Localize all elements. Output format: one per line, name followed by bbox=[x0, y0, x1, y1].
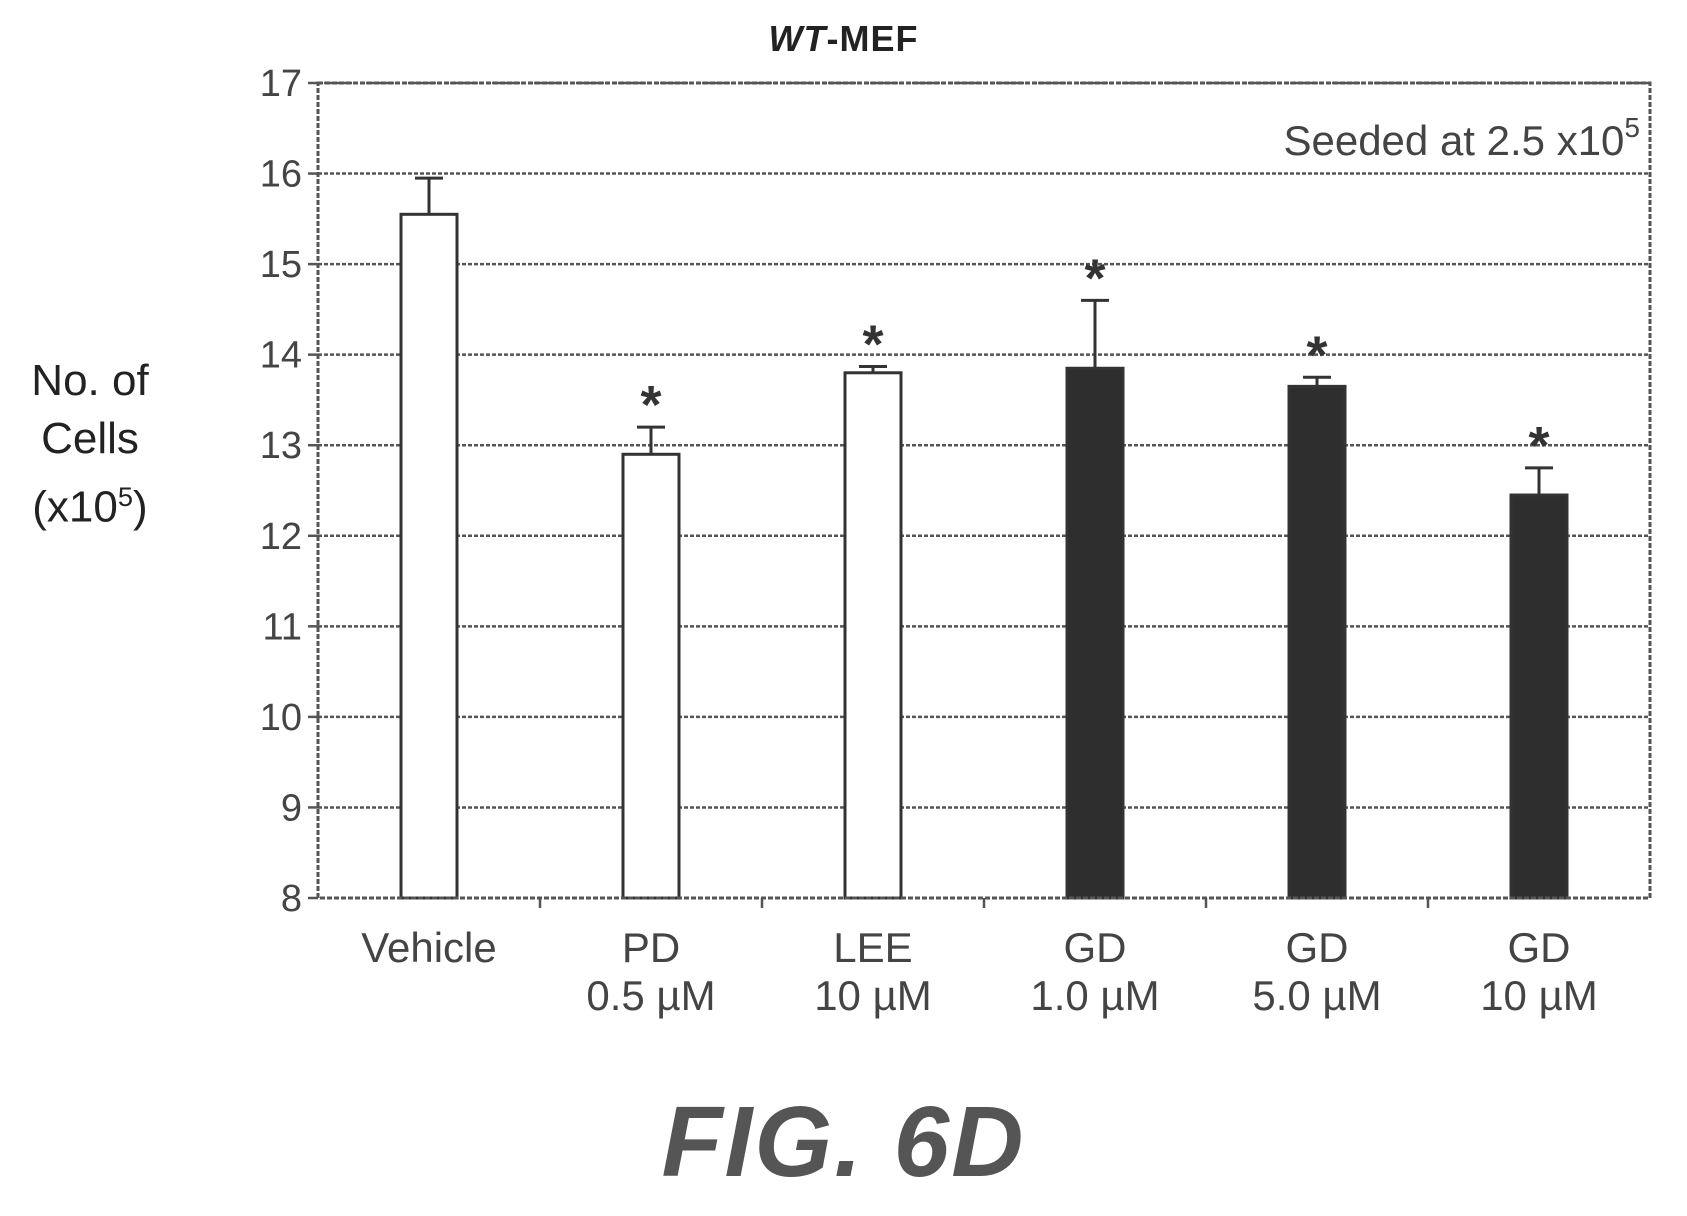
bar bbox=[1509, 493, 1569, 900]
y-axis-label-unit: (x105) bbox=[0, 468, 180, 537]
chart-title-italic: WT bbox=[768, 18, 827, 59]
significance-star: * bbox=[1084, 248, 1105, 308]
x-category-label: GD bbox=[1508, 924, 1571, 971]
y-tick-label: 14 bbox=[260, 335, 302, 377]
x-category-sublabel: 5.0 µM bbox=[1252, 972, 1381, 1019]
x-category-label: PD bbox=[622, 924, 680, 971]
plot-frame bbox=[316, 81, 1652, 900]
bar bbox=[399, 212, 459, 900]
significance-star: * bbox=[862, 314, 883, 374]
seeded-annotation-sup: 5 bbox=[1624, 112, 1640, 143]
bar bbox=[621, 452, 681, 900]
x-category-label: GD bbox=[1286, 924, 1349, 971]
x-category-label: GD bbox=[1064, 924, 1127, 971]
seeded-annotation-text: Seeded at 2.5 x10 bbox=[1283, 117, 1624, 164]
chart-title: WT-MEF bbox=[0, 18, 1687, 60]
y-tick-label: 12 bbox=[260, 516, 302, 558]
y-tick-label: 17 bbox=[260, 63, 302, 105]
y-unit-sup: 5 bbox=[117, 481, 134, 512]
x-category-label: LEE bbox=[833, 924, 912, 971]
y-axis-label-line1: No. of bbox=[31, 356, 149, 405]
bar bbox=[1287, 384, 1347, 900]
significance-star: * bbox=[1528, 416, 1549, 476]
y-unit-end: ) bbox=[133, 482, 148, 532]
y-tick-label: 11 bbox=[263, 606, 302, 648]
significance-star: * bbox=[1306, 325, 1327, 385]
y-tick-label: 16 bbox=[260, 154, 302, 196]
chart-title-rest: -MEF bbox=[826, 18, 919, 59]
gridlines bbox=[318, 81, 1650, 809]
bar bbox=[1065, 366, 1125, 900]
y-unit-base: (x10 bbox=[32, 482, 118, 532]
y-tick-label: 8 bbox=[281, 878, 302, 920]
y-tick-label: 10 bbox=[260, 697, 302, 739]
axes bbox=[308, 81, 1652, 908]
x-category-sublabel: 0.5 µM bbox=[586, 972, 715, 1019]
y-axis-label-line2: Cells bbox=[41, 414, 139, 463]
x-category-sublabel: 1.0 µM bbox=[1030, 972, 1159, 1019]
y-tick-label: 9 bbox=[281, 787, 302, 829]
x-category-sublabel: 10 µM bbox=[814, 972, 932, 1019]
figure-label: FIG. 6D bbox=[661, 1086, 1026, 1198]
y-tick-label: 13 bbox=[260, 425, 302, 467]
significance-star: * bbox=[640, 375, 661, 435]
x-category-sublabel: 10 µM bbox=[1480, 972, 1598, 1019]
bars bbox=[399, 176, 1569, 900]
bar bbox=[843, 371, 903, 900]
seeded-annotation: Seeded at 2.5 x105 bbox=[1283, 112, 1640, 164]
y-axis-label: No. of Cells (x105) bbox=[0, 352, 180, 537]
x-category-label: Vehicle bbox=[361, 924, 496, 971]
y-tick-label: 15 bbox=[260, 244, 302, 286]
